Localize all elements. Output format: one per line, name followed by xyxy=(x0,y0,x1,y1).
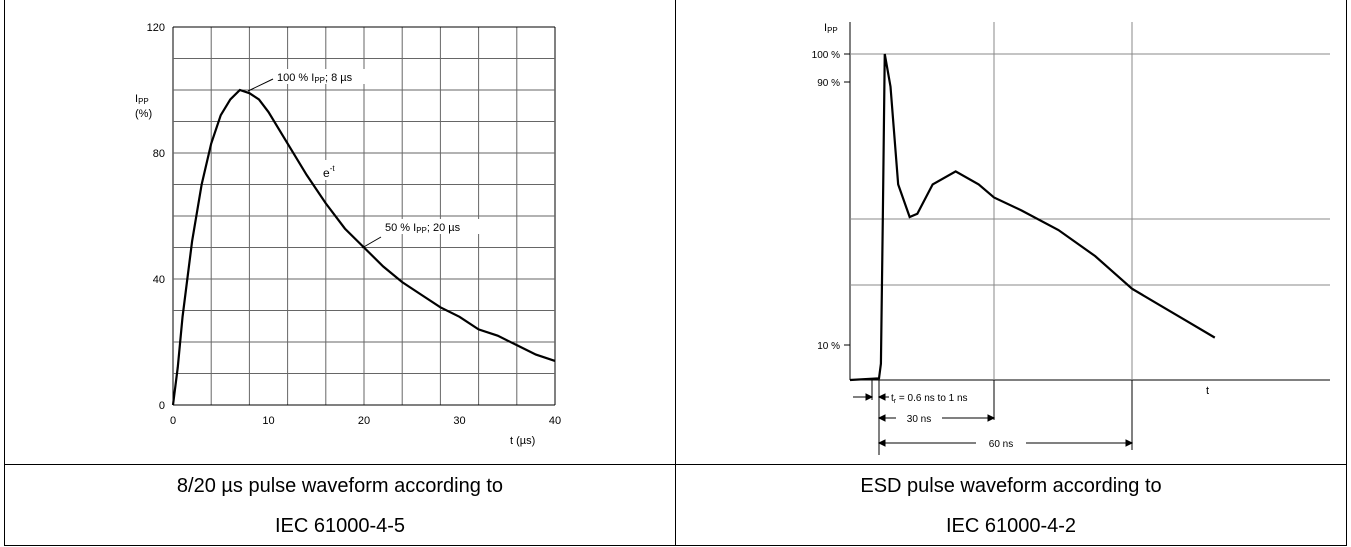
left-ylabel-unit: (%) xyxy=(135,108,152,120)
surge-curve xyxy=(171,88,556,406)
x-tick-label: 40 xyxy=(549,415,561,427)
ytick-90: 90 % xyxy=(817,78,840,89)
right-caption: ESD pulse waveform according to IEC 6100… xyxy=(676,466,1346,546)
column-divider xyxy=(675,0,676,546)
y-tick-label: 80 xyxy=(153,148,165,160)
half-annotation: 50 % IPP; 20 µs xyxy=(385,222,461,235)
surge-waveform-chart: 0 10 20 30 40 0 40 80 120 IPP (%) t (µs) 100 % I… xyxy=(135,22,561,447)
peak-leader xyxy=(247,78,274,92)
x-tick-label: 0 xyxy=(170,415,176,427)
right-xlabel: t xyxy=(1206,385,1209,397)
esd-waveform-chart: IPP 100 % 90 % 10 % t tr = 0.6 ns to 1 n xyxy=(812,22,1330,455)
left-ylabel: IPP xyxy=(135,93,149,106)
peak-annotation: 100 % IPP; 8 µs xyxy=(277,72,353,85)
x-tick-label: 30 xyxy=(453,415,465,427)
right-ylabel: IPP xyxy=(824,22,838,35)
left-caption-line1: 8/20 µs pulse waveform according to xyxy=(176,475,504,497)
y-tick-label: 0 xyxy=(159,400,165,412)
y-tick-label: 120 xyxy=(147,22,165,34)
left-caption: 8/20 µs pulse waveform according to IEC … xyxy=(5,466,675,546)
esd-dimensions xyxy=(853,380,1134,455)
x-tick-label: 10 xyxy=(262,415,274,427)
left-xlabel: t (µs) xyxy=(510,435,535,447)
row-divider xyxy=(4,464,1347,465)
ytick-10: 10 % xyxy=(817,341,840,352)
left-caption-line2: IEC 61000-4-5 xyxy=(274,515,406,537)
x-tick-label: 20 xyxy=(358,415,370,427)
ytick-100: 100 % xyxy=(812,50,840,61)
dim-30-label: 30 ns xyxy=(907,414,931,425)
esd-grid xyxy=(844,22,1330,381)
half-leader xyxy=(361,236,382,249)
right-caption-line2: IEC 61000-4-2 xyxy=(945,515,1077,537)
exp-annotation: e-t xyxy=(323,164,335,180)
y-tick-label: 40 xyxy=(153,274,165,286)
right-caption-line1: ESD pulse waveform according to xyxy=(860,475,1162,497)
dim-60-label: 60 ns xyxy=(989,439,1013,450)
dim-tr-label: tr = 0.6 ns to 1 ns xyxy=(891,393,968,405)
esd-curve xyxy=(849,53,1216,382)
